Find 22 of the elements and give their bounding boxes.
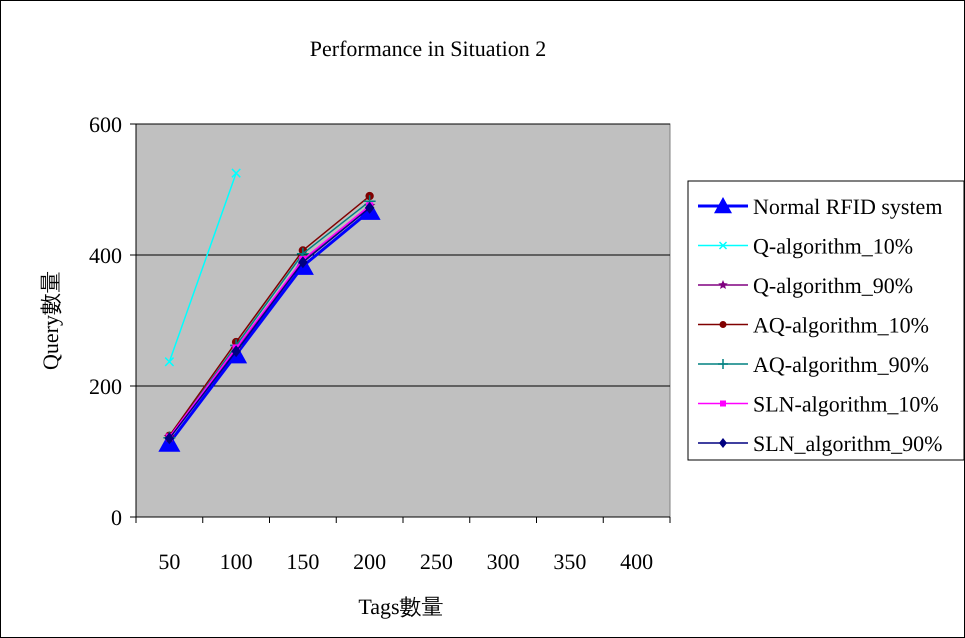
legend-label: AQ-algorithm_10%: [753, 312, 929, 338]
x-axis-title: Tags數量: [358, 594, 444, 619]
x-tick-label: 50: [158, 549, 180, 574]
x-tick-label: 350: [553, 549, 586, 574]
y-tick-label: 0: [111, 505, 122, 530]
x-tick-label: 200: [353, 549, 386, 574]
x-tick-label: 250: [420, 549, 453, 574]
legend-label: SLN-algorithm_10%: [753, 392, 939, 416]
y-axis-title: Query數量: [38, 271, 63, 370]
y-tick-label: 200: [89, 374, 122, 399]
legend-label: SLN_algorithm_90%: [753, 431, 942, 456]
legend-label: Normal RFID system: [753, 194, 942, 219]
legend-label: Q-algorithm_10%: [753, 234, 914, 258]
legend-label: AQ-algorithm_90%: [753, 352, 929, 377]
chart-title: Performance in Situation 2: [310, 36, 546, 61]
x-tick-label: 400: [620, 549, 654, 574]
y-tick-label: 600: [89, 112, 122, 137]
x-tick-label: 300: [486, 549, 520, 574]
legend-label: Q-algorithm_90%: [753, 273, 914, 298]
x-tick-label: 100: [220, 549, 253, 574]
x-tick-label: 150: [286, 549, 320, 574]
y-tick-label: 400: [89, 243, 122, 268]
